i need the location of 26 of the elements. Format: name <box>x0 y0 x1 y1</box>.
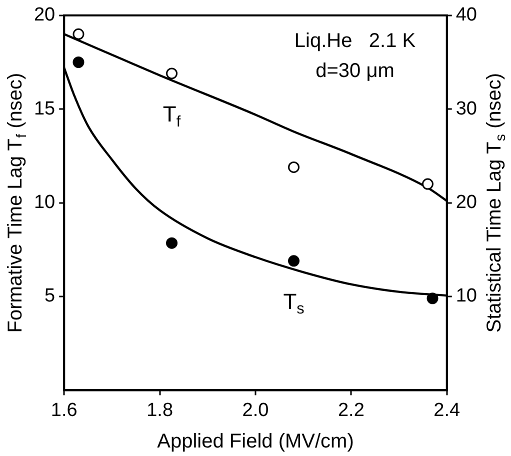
point <box>288 255 300 267</box>
x-tick-label: 1.6 <box>50 400 78 421</box>
x-tick-label: 2.4 <box>434 400 460 421</box>
y-axis-title: Formative Time Lag Tf (nsec) <box>4 72 29 333</box>
y2-axis-title: Statistical Time Lag Ts (nsec) <box>484 72 508 333</box>
y-tick-label: 5 <box>44 286 56 307</box>
annotation: Liq.He 2.1 K <box>294 30 416 52</box>
y2-tick-label: 30 <box>456 98 478 120</box>
point <box>422 178 434 190</box>
point <box>426 292 438 304</box>
y-tick-label: 10 <box>34 192 56 214</box>
x-tick-label: 2.0 <box>242 400 269 421</box>
y2-tick-label: 10 <box>456 286 478 307</box>
point <box>166 237 178 249</box>
y-tick-label: 20 <box>34 4 56 26</box>
y2-tick-label: 40 <box>456 4 478 26</box>
x-axis-title: Applied Field (MV/cm) <box>157 430 354 453</box>
point <box>288 161 300 173</box>
x-tick-label: 1.8 <box>146 400 174 421</box>
point <box>72 28 84 40</box>
y-tick-label: 15 <box>34 98 56 120</box>
point <box>166 68 178 80</box>
point <box>72 56 84 68</box>
x-tick-label: 2.2 <box>338 400 364 421</box>
annotation: d=30 μm <box>316 60 394 82</box>
y2-tick-label: 20 <box>456 192 478 214</box>
